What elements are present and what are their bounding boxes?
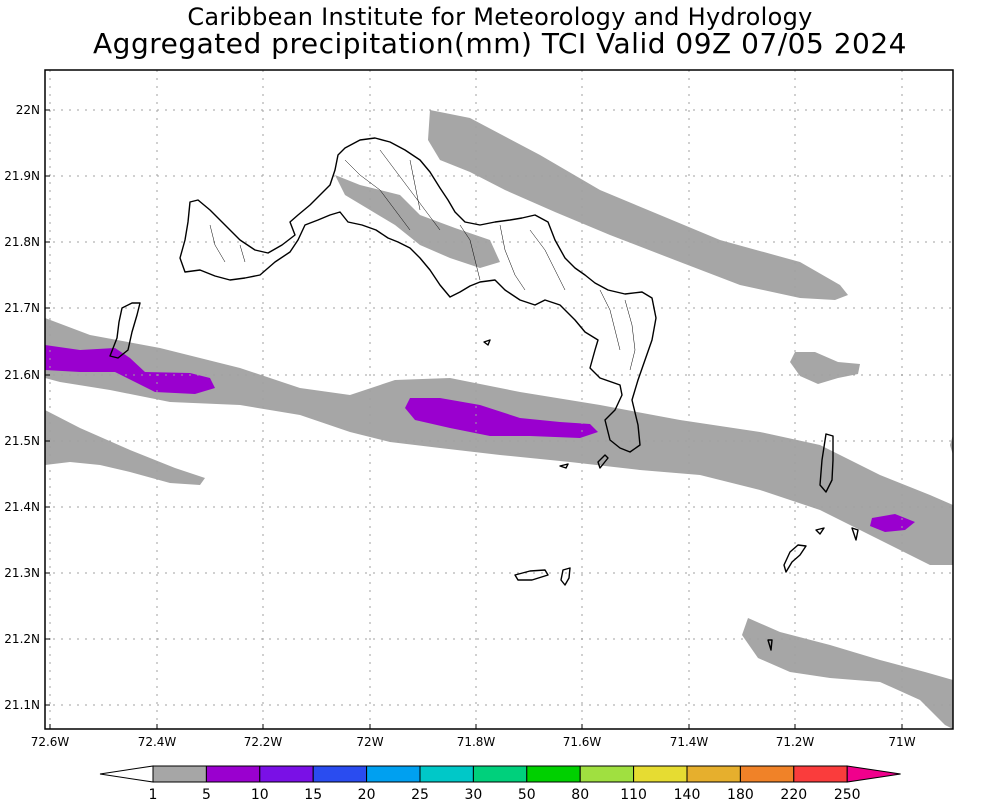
colorbar-label: 25 xyxy=(411,787,429,800)
lon-tick-label: 71.8W xyxy=(457,735,496,749)
colorbar-label: 1 xyxy=(149,787,158,800)
precip-area-southwest-band xyxy=(45,410,205,485)
map-frame xyxy=(44,69,954,730)
precip-band-5-10mm xyxy=(45,345,915,532)
colorbar-swatch xyxy=(526,765,581,783)
colorbar-legend: 1 5 10 15 20 25 30 50 80 110 140 180 220 250 xyxy=(99,765,901,800)
precip-band-1-5mm xyxy=(45,110,953,729)
district-boundaries xyxy=(209,149,636,371)
cay-east-2 xyxy=(815,527,825,535)
lat-tick-label: 22N xyxy=(16,103,40,117)
colorbar-label: 15 xyxy=(304,787,322,800)
precip-area-main-band xyxy=(45,318,953,565)
colorbar-swatch xyxy=(152,765,207,783)
lat-tick-label: 21.1N xyxy=(4,698,40,712)
cay-east-1 xyxy=(851,527,859,541)
salt-cay-outline xyxy=(783,544,807,573)
colorbar-low-arrow xyxy=(99,765,154,783)
colorbar-swatch xyxy=(793,765,848,783)
mouchoir-key-2 xyxy=(560,567,571,586)
colorbar-swatch xyxy=(686,765,741,783)
lat-tick-label: 21.9N xyxy=(4,169,40,183)
coastlines xyxy=(109,137,859,651)
lat-tick-label: 21.4N xyxy=(4,500,40,514)
lat-tick-label: 21.6N xyxy=(4,368,40,382)
colorbar-label: 180 xyxy=(727,787,754,800)
axis-tick-marks xyxy=(45,109,903,729)
colorbar-label: 5 xyxy=(202,787,211,800)
colorbar-high-arrow xyxy=(846,765,901,783)
colorbar-swatch xyxy=(259,765,314,783)
colorbar-swatch xyxy=(419,765,474,783)
lat-tick-label: 21.8N xyxy=(4,235,40,249)
lon-tick-label: 71.6W xyxy=(563,735,602,749)
colorbar-label: 250 xyxy=(834,787,861,800)
colorbar-swatch xyxy=(633,765,688,783)
map-gridlines xyxy=(45,70,953,729)
colorbar-label: 50 xyxy=(518,787,536,800)
precip-area-southeast-band xyxy=(742,618,953,729)
lon-tick-label: 72.6W xyxy=(31,735,70,749)
lat-tick-label: 21.3N xyxy=(4,566,40,580)
precip-area-north-band xyxy=(428,110,848,300)
precip-area-central-purple xyxy=(405,398,598,438)
colorbar-swatch xyxy=(472,765,528,783)
providenciales-outline xyxy=(179,137,657,453)
map-subtitle: Aggregated precipitation(mm) TCI Valid 0… xyxy=(93,27,907,60)
cay-south-1 xyxy=(597,454,609,469)
lat-tick-label: 21.2N xyxy=(4,632,40,646)
colorbar-swatch xyxy=(366,765,421,783)
lon-tick-label: 72.2W xyxy=(244,735,283,749)
longitude-axis: 72.6W 72.4W 72.2W 72W 71.8W 71.6W 71.4W … xyxy=(31,735,916,749)
precip-area-east-patch xyxy=(790,352,860,384)
colorbar-label: 220 xyxy=(780,787,807,800)
lon-tick-label: 71W xyxy=(888,735,915,749)
colorbar-label: 10 xyxy=(251,787,269,800)
cay-small-2 xyxy=(483,339,491,346)
lon-tick-label: 71.2W xyxy=(776,735,815,749)
cay-small-1 xyxy=(559,463,569,469)
cay-east-3 xyxy=(767,639,773,651)
lat-tick-label: 21.5N xyxy=(4,434,40,448)
precip-area-west-purple xyxy=(45,345,215,394)
lon-tick-label: 72.4W xyxy=(138,735,177,749)
colorbar-label: 80 xyxy=(571,787,589,800)
colorbar-label: 140 xyxy=(674,787,701,800)
colorbar-label: 30 xyxy=(464,787,482,800)
map-title: Caribbean Institute for Meteorology and … xyxy=(187,3,813,31)
colorbar-swatch xyxy=(205,765,261,783)
lon-tick-label: 72W xyxy=(356,735,383,749)
latitude-axis: 22N 21.9N 21.8N 21.7N 21.6N 21.5N 21.4N … xyxy=(4,103,40,712)
west-caicos-outline xyxy=(109,302,141,359)
colorbar-swatch xyxy=(312,765,368,783)
colorbar-swatch xyxy=(739,765,795,783)
lon-tick-label: 71.4W xyxy=(670,735,709,749)
lat-tick-label: 21.7N xyxy=(4,301,40,315)
colorbar-label: 110 xyxy=(620,787,647,800)
grand-turk-outline xyxy=(819,433,834,493)
colorbar-label: 20 xyxy=(358,787,376,800)
colorbar-swatch xyxy=(579,765,635,783)
precip-area-north-caicos-band xyxy=(335,175,500,268)
mouchoir-key-1 xyxy=(514,569,549,581)
precip-area-east-purple xyxy=(870,514,915,532)
